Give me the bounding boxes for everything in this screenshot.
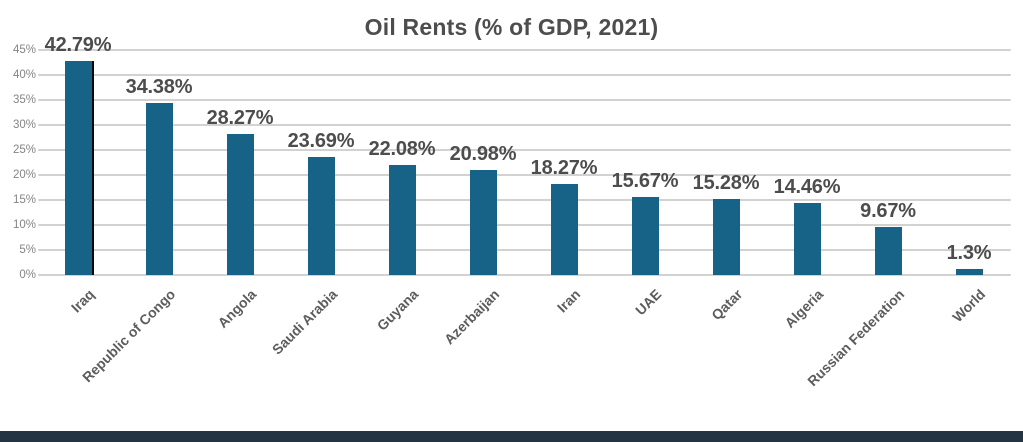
value-label: 9.67% xyxy=(860,199,916,222)
y-axis-tick-label: 15% xyxy=(12,194,36,206)
bar-russian-federation xyxy=(874,226,902,275)
gridline-40% xyxy=(38,74,1011,76)
bar-qatar xyxy=(712,198,740,275)
y-axis-tick-label: 30% xyxy=(12,119,36,131)
y-axis-tick-label: 25% xyxy=(12,144,36,156)
bar-guyana xyxy=(388,164,416,275)
bar-angola xyxy=(226,133,254,275)
x-axis-category-label: Azerbaijan xyxy=(440,286,503,348)
y-axis-tick-label: 20% xyxy=(12,169,36,181)
gridline-35% xyxy=(38,99,1011,101)
y-axis-tick-label: 5% xyxy=(19,244,36,256)
value-label: 1.3% xyxy=(946,241,992,264)
value-label: 42.79% xyxy=(44,34,112,57)
chart-title: Oil Rents (% of GDP, 2021) xyxy=(364,14,659,40)
y-axis-tick-label: 10% xyxy=(12,219,36,231)
bar-uae xyxy=(631,196,659,275)
x-axis-category-label: Guyana xyxy=(373,286,422,334)
gridline-10% xyxy=(38,224,1011,226)
y-axis-tick-label: 45% xyxy=(12,44,36,56)
x-axis-category-label: Angola xyxy=(214,286,260,331)
bar-iran xyxy=(550,183,578,275)
x-axis-category-label: Qatar xyxy=(708,286,746,324)
value-label: 22.08% xyxy=(368,137,436,160)
value-label: 20.98% xyxy=(449,143,517,166)
vertical-marker-line xyxy=(91,61,94,275)
value-label: 15.67% xyxy=(611,169,679,192)
footer-progress-bar xyxy=(0,431,1023,442)
x-axis-category-label: World xyxy=(949,286,989,326)
gridline-45% xyxy=(38,49,1011,51)
x-axis-category-label: UAE xyxy=(632,286,665,319)
gridline-15% xyxy=(38,199,1011,201)
value-label: 14.46% xyxy=(773,175,841,198)
x-axis-category-label: Republic of Congo xyxy=(79,286,179,386)
bar-algeria xyxy=(793,202,821,275)
value-label: 28.27% xyxy=(206,106,274,129)
gridline-30% xyxy=(38,124,1011,126)
x-axis-category-label: Russian Federation xyxy=(804,286,908,390)
bar-republic-of-congo xyxy=(145,103,173,275)
x-axis-category-label: Algeria xyxy=(781,286,827,331)
gridline-20% xyxy=(38,174,1011,176)
x-axis-category-label: Saudi Arabia xyxy=(268,286,341,358)
gridline-5% xyxy=(38,249,1011,251)
gridline-0% xyxy=(38,274,1011,276)
value-label: 34.38% xyxy=(125,76,193,99)
x-axis-category-label: Iran xyxy=(553,286,584,316)
value-label: 15.28% xyxy=(692,171,760,194)
value-label: 23.69% xyxy=(287,129,355,152)
bar-iraq xyxy=(64,61,92,275)
bar-saudi-arabia xyxy=(307,156,335,275)
y-axis-tick-label: 0% xyxy=(19,269,36,281)
bar-world xyxy=(955,268,983,275)
y-axis-tick-label: 40% xyxy=(12,69,36,81)
y-axis-tick-label: 35% xyxy=(12,94,36,106)
gridline-25% xyxy=(38,149,1011,151)
value-label: 18.27% xyxy=(530,156,598,179)
bar-azerbaijan xyxy=(469,170,497,275)
